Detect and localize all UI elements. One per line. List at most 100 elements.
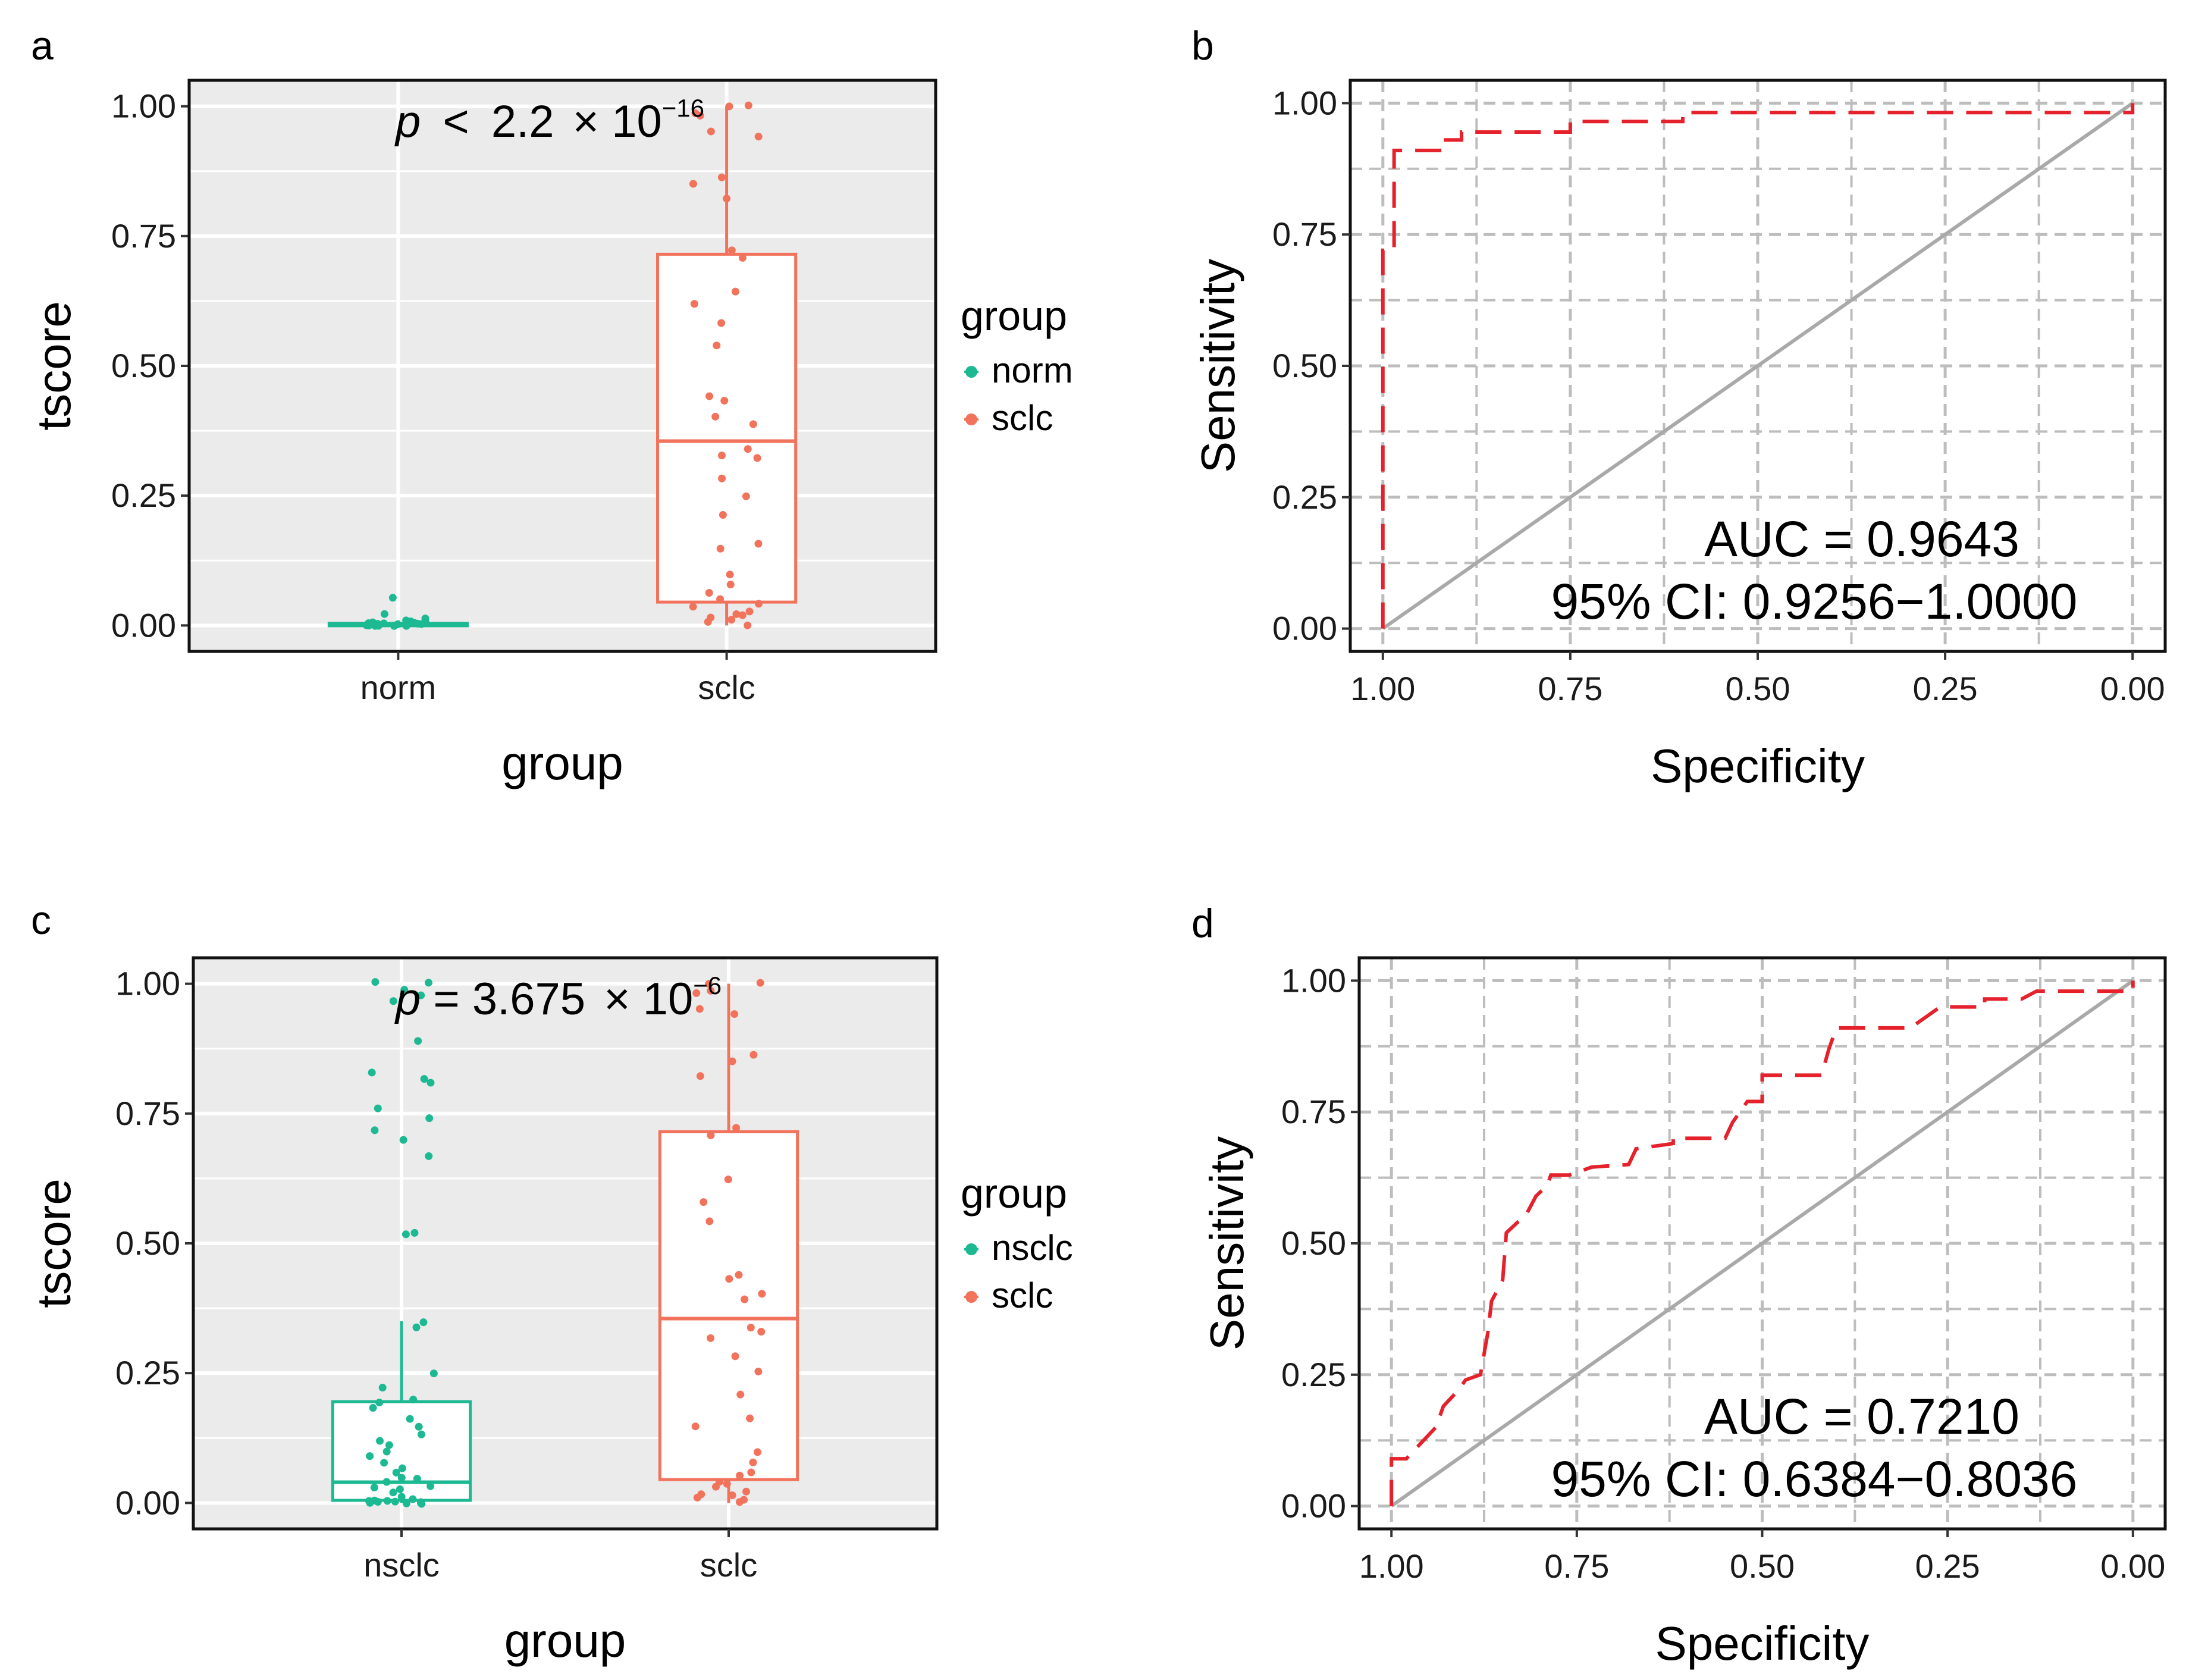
data-point — [429, 1369, 438, 1378]
data-point — [747, 1468, 755, 1477]
data-point — [378, 1384, 387, 1392]
box-nsclc — [331, 1400, 472, 1502]
p-base: 10 — [611, 96, 662, 147]
data-point — [362, 621, 371, 629]
data-point — [716, 595, 725, 603]
data-point — [736, 1390, 745, 1399]
legend-key-line — [964, 418, 978, 421]
y-tick-label: 0.00 — [111, 606, 176, 644]
plot-border — [187, 79, 937, 653]
x-tick-label: sclc — [698, 669, 755, 706]
y-tick-label: 1.00 — [1281, 961, 1346, 999]
data-point — [724, 1176, 732, 1184]
y-tick-label: 0.25 — [111, 477, 176, 514]
data-point — [689, 180, 697, 188]
y-tick-label: 1.00 — [111, 87, 176, 125]
data-point — [727, 246, 736, 255]
legend-title: group — [961, 1170, 1067, 1217]
auc-label: AUC = 0.9643 — [1704, 511, 2019, 567]
ci-label: 95% CI: 0.9256−1.0000 — [1551, 573, 2077, 629]
data-point — [695, 1005, 704, 1013]
data-point — [742, 492, 750, 500]
p-mantissa: 3.675 — [472, 974, 585, 1024]
data-point — [747, 1324, 755, 1332]
p-symbol: p — [394, 974, 421, 1024]
data-point — [705, 1217, 714, 1225]
data-point — [691, 1422, 700, 1431]
plot-border — [192, 956, 939, 1531]
data-point — [725, 1275, 733, 1283]
data-point — [382, 1447, 391, 1456]
data-point — [705, 392, 714, 400]
y-tick-label: 0.75 — [1281, 1093, 1346, 1130]
data-point — [727, 616, 736, 624]
data-point — [689, 603, 697, 611]
x-tick-label: 0.00 — [2100, 670, 2165, 707]
data-point — [753, 454, 761, 462]
data-point — [707, 986, 715, 995]
data-point — [723, 195, 731, 203]
data-point — [720, 397, 729, 405]
p-exponent: −16 — [662, 94, 704, 122]
x-axis-title: group — [504, 1614, 626, 1667]
y-tick-label: 0.00 — [1281, 1487, 1346, 1525]
data-point — [690, 300, 698, 308]
p-times: × — [560, 96, 612, 147]
data-point — [383, 1497, 391, 1505]
y-axis-title: Sensitivity — [1200, 1136, 1253, 1350]
data-point — [696, 1072, 704, 1080]
data-point — [705, 589, 713, 597]
y-tick-label: 0.25 — [1281, 1356, 1346, 1393]
data-point — [732, 1124, 741, 1132]
data-point — [398, 1464, 406, 1472]
chance-diagonal — [1390, 979, 2134, 1508]
data-point — [415, 1422, 423, 1431]
box-sclc — [658, 1130, 799, 1481]
roc-curve — [1381, 103, 2135, 629]
data-point — [725, 102, 733, 111]
data-point — [399, 1136, 407, 1144]
data-point — [749, 1051, 758, 1059]
x-axis-title: Specificity — [1651, 739, 1865, 792]
data-point — [410, 1228, 419, 1237]
data-point — [728, 1491, 736, 1499]
legend-label-nsclc: nsclc — [992, 1228, 1073, 1268]
data-point — [744, 101, 752, 109]
data-point — [731, 1352, 739, 1361]
data-point — [409, 1396, 418, 1404]
data-point — [758, 1290, 766, 1298]
data-point — [736, 1471, 744, 1480]
y-axis-title: tscore — [27, 301, 80, 431]
p-symbol: p — [394, 96, 421, 147]
data-point — [700, 1198, 708, 1206]
data-point — [388, 594, 397, 602]
data-point — [389, 1488, 397, 1497]
data-point — [753, 1448, 761, 1456]
legend-key-line — [964, 371, 978, 373]
y-tick-label: 0.75 — [1272, 215, 1337, 253]
data-point — [749, 1458, 757, 1466]
data-point — [409, 1495, 417, 1503]
p-times: × — [591, 974, 643, 1024]
data-point — [745, 607, 754, 616]
data-point — [425, 1114, 434, 1123]
data-point — [744, 445, 752, 453]
x-tick-label: nsclc — [363, 1546, 440, 1584]
data-point — [716, 544, 725, 553]
data-point — [726, 571, 734, 579]
x-tick-label: 0.75 — [1544, 1547, 1609, 1585]
data-point — [717, 173, 726, 181]
roc-curve-norm-vs-sclc: 0.00 0.25 0.50 0.75 1.00 1.00 0.75 0.50 0.25 0.00… — [1191, 79, 2167, 792]
data-point — [419, 1318, 428, 1327]
data-point — [711, 1482, 720, 1491]
p-value-annotation: p < 2.2 × 10−16 — [394, 94, 704, 147]
data-point — [417, 1499, 425, 1507]
x-tick-label: 0.25 — [1915, 1547, 1980, 1585]
data-point — [426, 1482, 435, 1490]
y-axis-title: Sensitivity — [1191, 259, 1244, 473]
data-point — [400, 986, 409, 994]
data-point — [704, 618, 712, 626]
legend-label-sclc: sclc — [992, 1275, 1053, 1315]
data-point — [746, 1414, 754, 1422]
